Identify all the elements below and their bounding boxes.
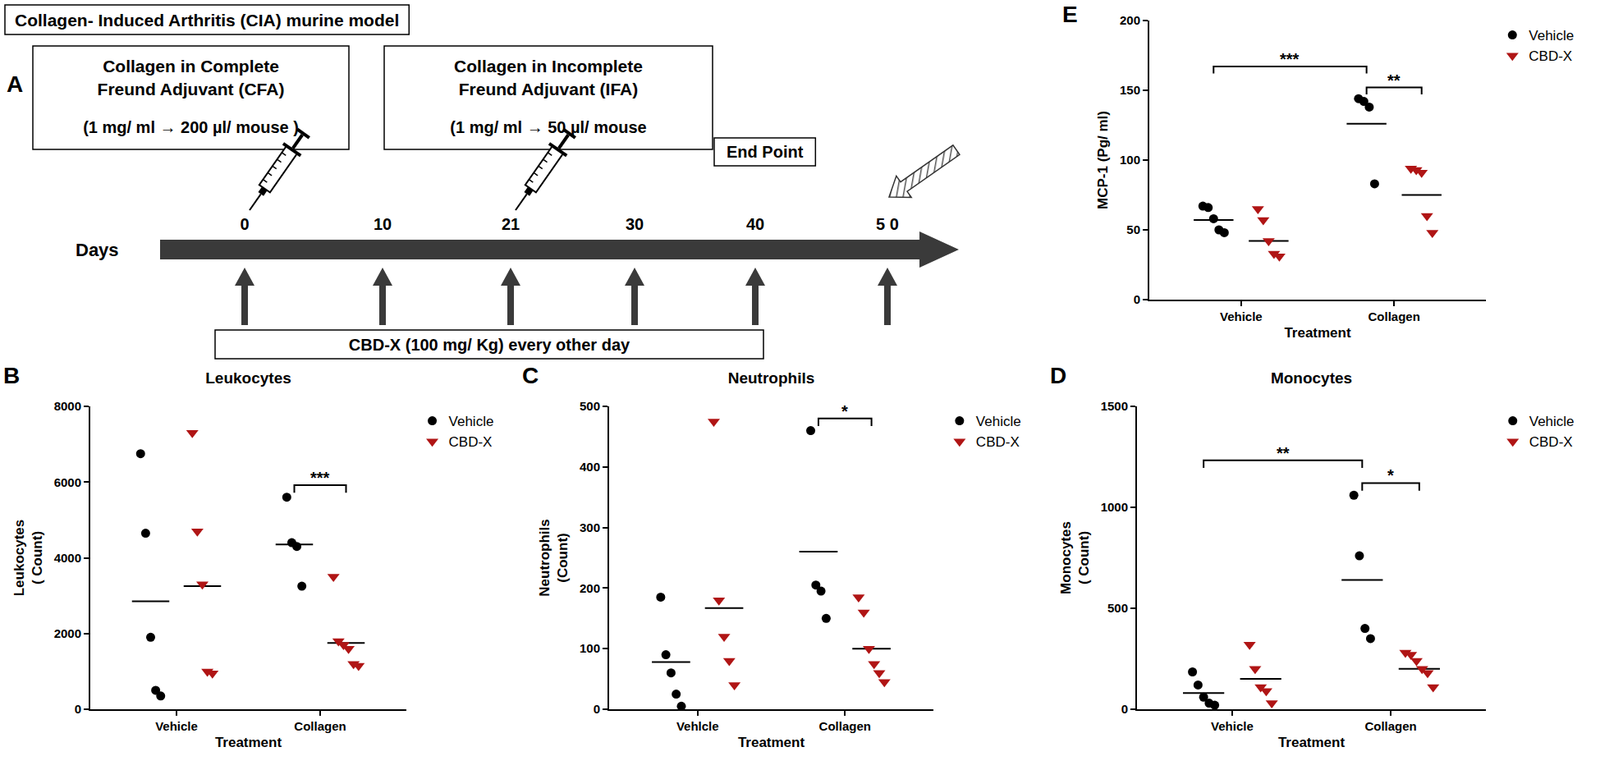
svg-text:Treatment: Treatment <box>215 734 283 751</box>
svg-text:21: 21 <box>501 215 520 234</box>
svg-text:0: 0 <box>74 701 82 716</box>
svg-text:10: 10 <box>373 215 392 234</box>
svg-text:Leukocytes: Leukocytes <box>205 369 292 387</box>
svg-text:Vehlcle: Vehlcle <box>676 719 720 734</box>
svg-text:50: 50 <box>1126 222 1141 237</box>
svg-text:***: *** <box>1279 50 1300 69</box>
svg-text:Collagen: Collagen <box>293 719 346 734</box>
svg-text:CBD-X: CBD-X <box>976 434 1020 450</box>
svg-text:MCP-1 (Pg/ ml): MCP-1 (Pg/ ml) <box>1095 110 1111 210</box>
svg-text:200: 200 <box>579 581 601 596</box>
svg-text:Vehicle: Vehicle <box>155 719 198 734</box>
svg-text:Monocytes( Count): Monocytes( Count) <box>1058 521 1092 595</box>
svg-text:A: A <box>6 71 23 97</box>
svg-text:Vehicle: Vehicle <box>449 413 495 430</box>
svg-text:Vehicle: Vehicle <box>1528 27 1574 44</box>
html-text:B: B <box>3 362 20 389</box>
svg-text:30: 30 <box>625 215 644 234</box>
svg-text:Collagen: Collagen <box>1364 719 1417 734</box>
svg-text:Vehicle: Vehicle <box>1210 719 1254 734</box>
svg-text:**: ** <box>1276 444 1290 463</box>
svg-text:0: 0 <box>593 701 601 716</box>
svg-text:CBD-X: CBD-X <box>449 434 493 450</box>
svg-text:Treatment: Treatment <box>738 734 806 751</box>
html-text:E: E <box>1062 1 1078 28</box>
svg-text:500: 500 <box>579 398 601 413</box>
svg-text:**: ** <box>1387 71 1401 90</box>
svg-text:1500: 1500 <box>1100 398 1128 413</box>
svg-text:Neutrophils(Count): Neutrophils(Count) <box>536 518 571 596</box>
svg-text:Collagen- Induced Arthritis (C: Collagen- Induced Arthritis (CIA) murine… <box>14 10 399 30</box>
svg-text:500: 500 <box>1107 600 1128 615</box>
html-text:C: C <box>522 362 539 389</box>
svg-text:Treatment: Treatment <box>1283 325 1352 341</box>
svg-text:4000: 4000 <box>54 550 82 565</box>
svg-text:1000: 1000 <box>1100 499 1128 514</box>
svg-text:5 0: 5 0 <box>875 215 899 234</box>
html-text:D: D <box>1049 362 1067 389</box>
svg-text:2000: 2000 <box>54 626 82 641</box>
svg-text:End Point: End Point <box>726 142 804 161</box>
svg-text:0: 0 <box>1121 701 1128 716</box>
svg-text:Neutrophils: Neutrophils <box>728 369 816 387</box>
svg-text:Collagen: Collagen <box>819 719 872 734</box>
svg-text:Vehicle: Vehicle <box>1529 413 1575 430</box>
svg-text:CBD-X (100 mg/ Kg) every other: CBD-X (100 mg/ Kg) every other day <box>348 335 631 354</box>
svg-text:400: 400 <box>579 459 601 474</box>
svg-text:100: 100 <box>579 641 601 656</box>
svg-text:100: 100 <box>1119 152 1141 167</box>
svg-text:Vehicle: Vehicle <box>976 413 1022 430</box>
svg-text:CBD-X: CBD-X <box>1528 48 1573 65</box>
svg-text:Freund Adjuvant (CFA): Freund Adjuvant (CFA) <box>97 79 285 99</box>
svg-text:40: 40 <box>746 215 765 234</box>
svg-text:8000: 8000 <box>54 398 82 413</box>
svg-text:Collagen in Complete: Collagen in Complete <box>102 56 280 76</box>
svg-text:(1 mg/ ml → 200 µl/ mouse ): (1 mg/ ml → 200 µl/ mouse ) <box>82 118 299 137</box>
svg-text:(1 mg/ ml → 50 µl/ mouse: (1 mg/ ml → 50 µl/ mouse <box>449 118 647 137</box>
svg-text:0: 0 <box>1133 292 1141 307</box>
svg-text:***: *** <box>310 468 331 487</box>
svg-text:6000: 6000 <box>54 475 82 490</box>
svg-text:Monocytes: Monocytes <box>1270 369 1353 387</box>
svg-text:Collagen: Collagen <box>1368 309 1421 324</box>
svg-text:Treatment: Treatment <box>1278 734 1346 751</box>
svg-text:Leukocytes( Count): Leukocytes( Count) <box>11 519 46 597</box>
svg-text:150: 150 <box>1119 82 1141 97</box>
svg-text:*: * <box>841 402 849 421</box>
svg-text:0: 0 <box>239 215 249 234</box>
svg-text:Days: Days <box>75 239 120 261</box>
svg-text:Freund Adjuvant (IFA): Freund Adjuvant (IFA) <box>458 79 639 99</box>
svg-text:200: 200 <box>1119 13 1141 28</box>
svg-text:300: 300 <box>579 520 601 535</box>
svg-text:Vehicle: Vehicle <box>1219 309 1263 324</box>
svg-text:*: * <box>1387 466 1394 485</box>
svg-text:Collagen in Incomplete: Collagen in Incomplete <box>453 56 643 76</box>
svg-text:CBD-X: CBD-X <box>1529 434 1573 450</box>
